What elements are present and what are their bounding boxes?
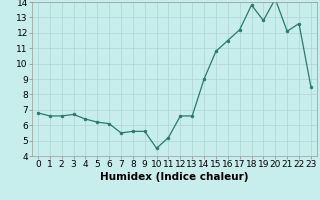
X-axis label: Humidex (Indice chaleur): Humidex (Indice chaleur) <box>100 172 249 182</box>
